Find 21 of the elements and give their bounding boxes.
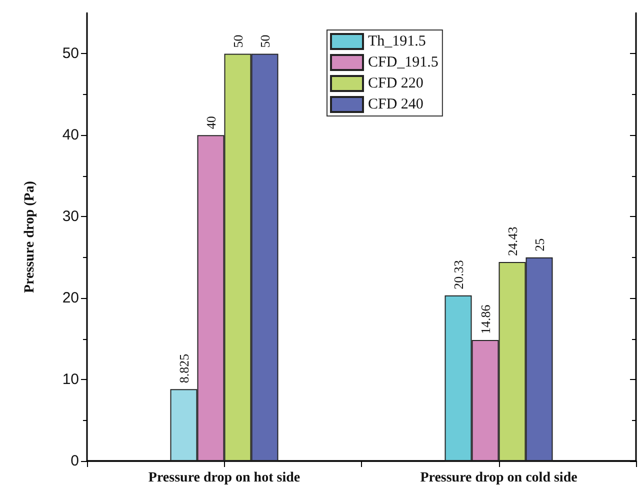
data-label: 25: [532, 238, 547, 252]
data-label: 20.33: [450, 260, 466, 290]
data-label: 24.43: [504, 226, 520, 256]
y-tick-label: 30: [62, 208, 79, 226]
data-label: 50: [230, 34, 246, 48]
legend-label: CFD 220: [368, 76, 424, 92]
data-label: 40: [203, 116, 218, 130]
y-tick-label: 50: [62, 45, 79, 62]
legend-label: CFD 240: [368, 96, 424, 112]
y-tick-label: 0: [70, 452, 79, 470]
data-label: 14.86: [478, 304, 493, 334]
y-tick-label: 20: [62, 290, 79, 307]
x-tick-label: Pressure drop on cold side: [420, 470, 578, 486]
x-tick-label: Pressure drop on hot side: [148, 470, 300, 486]
y-tick-label: 40: [62, 126, 79, 144]
y-axis-title: Pressure drop (Pa): [22, 180, 38, 293]
data-label: 50: [257, 34, 272, 48]
legend-label: CFD_191.5: [368, 54, 438, 70]
y-tick-label: 10: [62, 371, 79, 388]
legend-label: Th_191.5: [368, 34, 426, 50]
data-label: 8.825: [176, 354, 192, 384]
